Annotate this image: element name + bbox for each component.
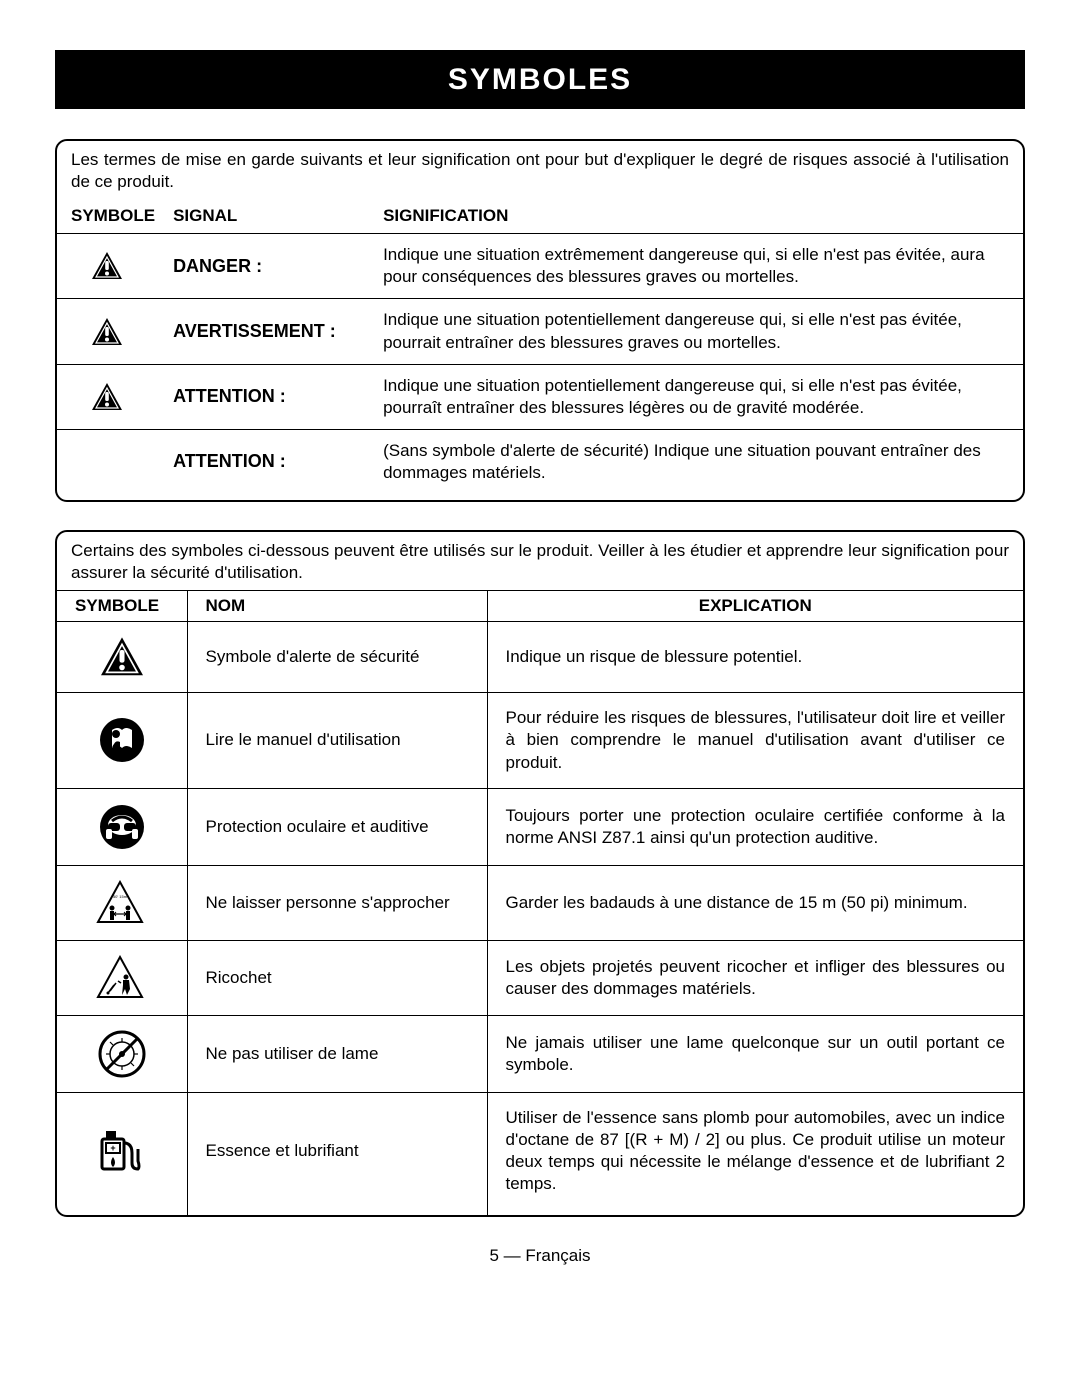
alert-triangle-icon xyxy=(91,317,125,347)
section1-intro: Les termes de mise en garde suivants et … xyxy=(71,149,1009,193)
table-row: Ricochet Les objets projetés peuvent ric… xyxy=(57,940,1023,1015)
alert-triangle-icon xyxy=(98,636,146,678)
signal-words-box: Les termes de mise en garde suivants et … xyxy=(55,139,1025,502)
col-signification: SIGNIFICATION xyxy=(369,199,1023,234)
alert-triangle-icon xyxy=(91,251,125,281)
table-row: Symbole d'alerte de sécurité Indique un … xyxy=(57,622,1023,693)
read-manual-icon xyxy=(98,716,146,764)
table-row: AVERTISSEMENT : Indique une situation po… xyxy=(57,299,1023,364)
meaning-cell: Indique une situation extrêmement danger… xyxy=(369,234,1023,299)
table-row: Ne pas utiliser de lame Ne jamais utilis… xyxy=(57,1015,1023,1092)
eye-ear-protection-icon xyxy=(98,803,146,851)
col-symbole: SYMBOLE xyxy=(57,591,187,622)
page-footer: 5 — Français xyxy=(55,1245,1025,1267)
symbol-cell xyxy=(57,1092,187,1215)
fuel-lubricant-icon xyxy=(96,1127,148,1175)
name-cell: Ne laisser personne s'approcher xyxy=(187,865,487,940)
signal-cell: DANGER : xyxy=(159,234,369,299)
symbol-cell xyxy=(57,299,159,364)
no-blade-icon xyxy=(98,1030,146,1078)
keep-bystanders-away-icon xyxy=(96,880,148,926)
col-nom: NOM xyxy=(187,591,487,622)
name-cell: Essence et lubrifiant xyxy=(187,1092,487,1215)
name-cell: Protection oculaire et auditive xyxy=(187,788,487,865)
explanation-cell: Les objets projetés peuvent ricocher et … xyxy=(487,940,1023,1015)
meaning-cell: Indique une situation potentiellement da… xyxy=(369,299,1023,364)
explanation-cell: Indique un risque de blessure potentiel. xyxy=(487,622,1023,693)
signal-cell: ATTENTION : xyxy=(159,429,369,500)
table-row: ATTENTION : (Sans symbole d'alerte de sé… xyxy=(57,429,1023,500)
table-row: Lire le manuel d'utilisation Pour réduir… xyxy=(57,693,1023,788)
name-cell: Ne pas utiliser de lame xyxy=(187,1015,487,1092)
symbol-cell xyxy=(57,429,159,500)
symbol-cell xyxy=(57,865,187,940)
symbol-cell xyxy=(57,940,187,1015)
col-symbole: SYMBOLE xyxy=(57,199,159,234)
explanation-cell: Ne jamais utiliser une lame quelconque s… xyxy=(487,1015,1023,1092)
signal-words-table: SYMBOLE SIGNAL SIGNIFICATION DANGER : In… xyxy=(57,199,1023,500)
symbols-table: SYMBOLE NOM EXPLICATION Symbole d'alerte… xyxy=(57,590,1023,1215)
symbol-cell xyxy=(57,1015,187,1092)
name-cell: Ricochet xyxy=(187,940,487,1015)
page-title: SYMBOLES xyxy=(55,50,1025,109)
ricochet-icon xyxy=(96,955,148,1001)
table-row: ATTENTION : Indique une situation potent… xyxy=(57,364,1023,429)
signal-cell: ATTENTION : xyxy=(159,364,369,429)
table-header-row: SYMBOLE SIGNAL SIGNIFICATION xyxy=(57,199,1023,234)
explanation-cell: Toujours porter une protection oculaire … xyxy=(487,788,1023,865)
signal-cell: AVERTISSEMENT : xyxy=(159,299,369,364)
section2-intro: Certains des symboles ci-dessous peuvent… xyxy=(71,540,1009,584)
symbol-cell xyxy=(57,622,187,693)
name-cell: Lire le manuel d'utilisation xyxy=(187,693,487,788)
symbol-cell xyxy=(57,693,187,788)
table-row: DANGER : Indique une situation extrêmeme… xyxy=(57,234,1023,299)
explanation-cell: Garder les badauds à une distance de 15 … xyxy=(487,865,1023,940)
table-header-row: SYMBOLE NOM EXPLICATION xyxy=(57,591,1023,622)
meaning-cell: Indique une situation potentiellement da… xyxy=(369,364,1023,429)
col-signal: SIGNAL xyxy=(159,199,369,234)
explanation-cell: Pour réduire les risques de blessures, l… xyxy=(487,693,1023,788)
alert-triangle-icon xyxy=(91,382,125,412)
explanation-cell: Utiliser de l'essence sans plomb pour au… xyxy=(487,1092,1023,1215)
col-explication: EXPLICATION xyxy=(487,591,1023,622)
symbol-cell xyxy=(57,364,159,429)
table-row: Protection oculaire et auditive Toujours… xyxy=(57,788,1023,865)
name-cell: Symbole d'alerte de sécurité xyxy=(187,622,487,693)
symbol-cell xyxy=(57,788,187,865)
table-row: Ne laisser personne s'approcher Garder l… xyxy=(57,865,1023,940)
table-row: Essence et lubrifiant Utiliser de l'esse… xyxy=(57,1092,1023,1215)
symbols-box: Certains des symboles ci-dessous peuvent… xyxy=(55,530,1025,1217)
meaning-cell: (Sans symbole d'alerte de sécurité) Indi… xyxy=(369,429,1023,500)
symbol-cell xyxy=(57,234,159,299)
